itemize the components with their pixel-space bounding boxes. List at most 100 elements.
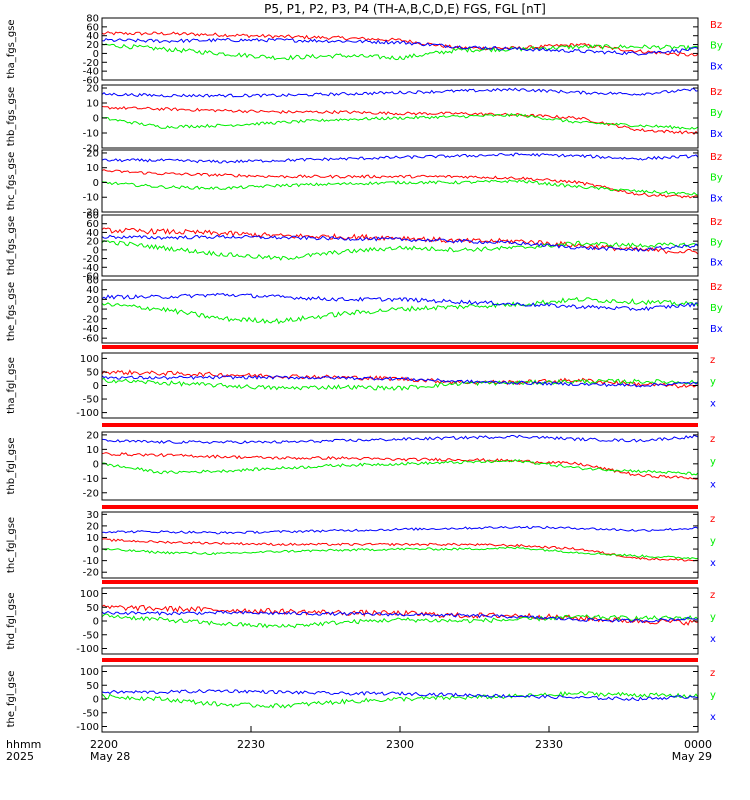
legend-Bz: Bz xyxy=(710,217,722,228)
y-tick-label: 0 xyxy=(93,459,99,470)
series-Bx xyxy=(102,37,698,56)
legend-z: z xyxy=(710,668,715,679)
y-tick-label: 0 xyxy=(93,695,99,706)
y-tick-label: 10 xyxy=(86,533,99,544)
legend-Bz: Bz xyxy=(710,282,722,293)
y-axis-label: thc_fgl_gse xyxy=(6,517,17,573)
panel-frame xyxy=(101,665,699,733)
series-Bx xyxy=(102,292,698,312)
mode-bar xyxy=(102,658,698,662)
y-tick-label: 80 xyxy=(86,14,99,25)
x-tick-label: 2200 xyxy=(90,738,118,751)
series-Bx xyxy=(102,234,698,253)
x-tick-label: 0000 xyxy=(684,738,712,751)
legend-By: By xyxy=(710,108,723,119)
y-tick-label: -20 xyxy=(83,568,99,579)
panel-frame xyxy=(101,214,699,277)
panel-frame xyxy=(101,352,699,419)
legend-By: By xyxy=(710,41,723,52)
y-tick-label: 0 xyxy=(93,178,99,189)
mode-bar xyxy=(102,505,698,509)
series-y xyxy=(102,690,698,709)
plot-title: P5, P1, P2, P3, P4 (TH-A,B,C,D,E) FGS, F… xyxy=(264,2,546,16)
y-tick-label: -20 xyxy=(83,314,99,325)
legend-x: x xyxy=(710,558,716,569)
series-By xyxy=(102,240,698,261)
y-tick-label: -20 xyxy=(83,58,99,69)
y-tick-label: -100 xyxy=(76,408,99,419)
legend-z: z xyxy=(710,434,715,445)
y-tick-label: -20 xyxy=(83,144,99,155)
panel-tha_fgl_gse: 100 50 0 -50 -100 tha_fgl_gse zyx xyxy=(6,352,716,419)
y-tick-label: 10 xyxy=(86,445,99,456)
series-Bx xyxy=(102,87,698,98)
legend-y: y xyxy=(710,612,716,623)
y-tick-label: 20 xyxy=(86,84,99,95)
series-z xyxy=(102,538,698,562)
y-tick-label: -60 xyxy=(83,272,99,283)
y-tick-label: -40 xyxy=(83,324,99,335)
y-tick-label: -10 xyxy=(83,129,99,140)
series-x xyxy=(102,688,698,702)
legend-Bz: Bz xyxy=(710,152,722,163)
y-tick-label: 100 xyxy=(80,354,99,365)
panel-thb_fgs_gse: 20 10 0 -10 -20 thb_fgs_gse Bz By Bx xyxy=(6,84,723,155)
series-y xyxy=(102,613,698,629)
panel-the_fgl_gse: 100 50 0 -50 -100 the_fgl_gse zyx xyxy=(6,665,716,733)
y-axis-label: thc_fgs_gse xyxy=(6,152,17,211)
series-x xyxy=(102,610,698,624)
panel-thc_fgs_gse: 20 10 0 -10 -20 thc_fgs_gse Bz By Bx xyxy=(6,148,723,218)
y-axis-label: tha_fgl_gse xyxy=(6,357,17,414)
series-y xyxy=(102,377,698,391)
y-tick-label: 100 xyxy=(80,667,99,678)
series-x xyxy=(102,374,698,388)
panel-frame xyxy=(101,279,699,344)
time-axis-row-label-hhmm: hhmm xyxy=(6,738,41,751)
legend-x: x xyxy=(710,479,716,490)
y-tick-label: -50 xyxy=(83,395,99,406)
legend-By: By xyxy=(710,173,723,184)
series-By xyxy=(102,43,698,61)
legend-y: y xyxy=(710,536,716,547)
mode-bar xyxy=(102,345,698,349)
panel-frame xyxy=(101,17,699,81)
legend-Bx: Bx xyxy=(710,129,723,140)
panel-thb_fgl_gse: 20 10 0 -10 -20 thb_fgl_gse z yx xyxy=(6,430,716,501)
legend-x: x xyxy=(710,398,716,409)
series-x xyxy=(102,525,698,535)
series-By xyxy=(102,296,698,325)
y-tick-label: 60 xyxy=(86,276,99,287)
y-tick-label: 40 xyxy=(86,228,99,239)
series-y xyxy=(102,459,698,476)
y-axis-label: the_fgl_gse xyxy=(6,671,17,728)
y-tick-label: 0 xyxy=(93,114,99,125)
y-tick-label: -60 xyxy=(83,76,99,87)
y-tick-label: 40 xyxy=(86,285,99,296)
y-tick-label: -40 xyxy=(83,67,99,78)
y-tick-label: -10 xyxy=(83,556,99,567)
y-tick-label: 50 xyxy=(86,367,99,378)
series-Bz xyxy=(102,169,698,199)
y-tick-label: -10 xyxy=(83,474,99,485)
legend-z: z xyxy=(710,514,715,525)
y-tick-label: -100 xyxy=(76,722,99,733)
legend-x: x xyxy=(710,712,716,723)
y-axis-label: thb_fgs_gse xyxy=(6,87,17,146)
legend-Bx: Bx xyxy=(710,324,723,335)
series-z xyxy=(102,369,698,389)
y-tick-label: -10 xyxy=(83,193,99,204)
y-tick-label: 20 xyxy=(86,295,99,306)
y-tick-label: 0 xyxy=(93,545,99,556)
y-tick-label: -50 xyxy=(83,630,99,641)
y-tick-label: 80 xyxy=(86,211,99,222)
legend-Bx: Bx xyxy=(710,258,723,269)
legend-y: y xyxy=(710,377,716,388)
y-tick-label: -60 xyxy=(83,334,99,345)
y-tick-label: 10 xyxy=(86,163,99,174)
legend-Bx: Bx xyxy=(710,193,723,204)
series-By xyxy=(102,179,698,196)
